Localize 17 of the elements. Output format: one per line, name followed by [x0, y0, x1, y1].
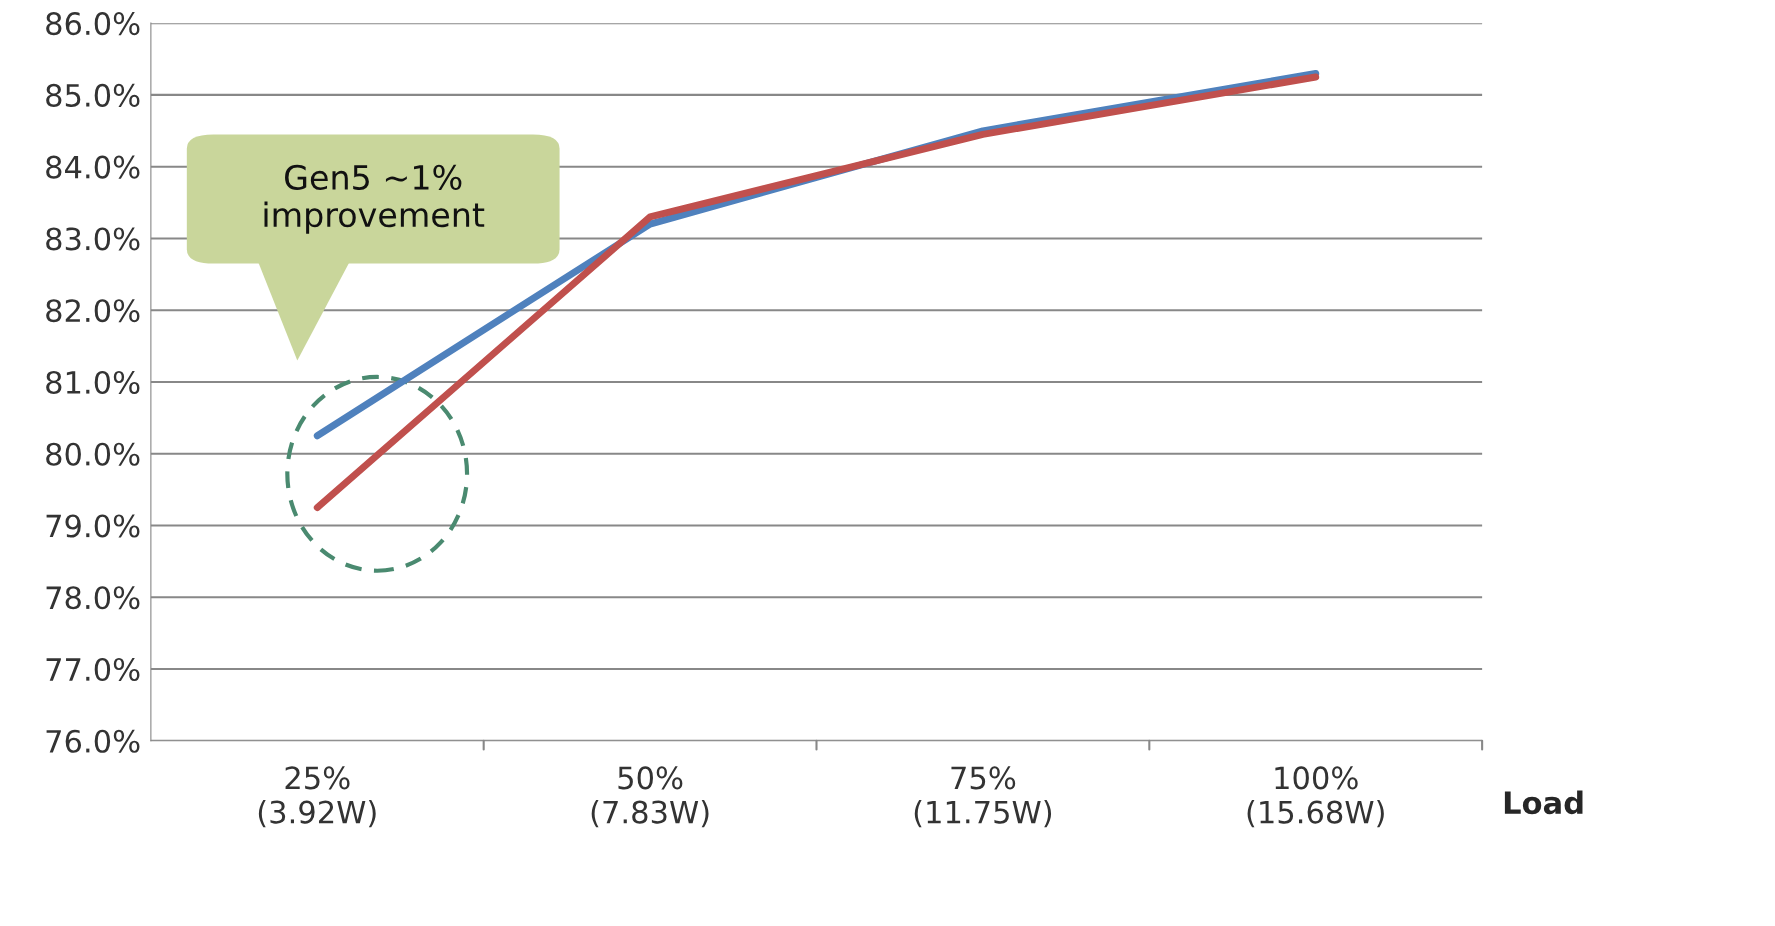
y-tick-label: 79.0%: [46, 514, 140, 538]
y-tick-label: 81.0%: [46, 370, 140, 395]
y-tick-label: 84.0%: [46, 155, 140, 179]
y-tick-label: 82.0%: [46, 299, 140, 323]
y-tick-label: 85.0%: [46, 83, 140, 107]
x-tick-label: 50% (7.83W): [591, 766, 709, 828]
y-tick-label: 76.0%: [46, 729, 140, 753]
x-axis-title: Load: [1504, 790, 1583, 815]
x-tick-label: 75% (11.75W): [914, 766, 1052, 828]
y-tick-label: 80.0%: [46, 442, 140, 466]
y-tick-label: 83.0%: [46, 227, 140, 251]
x-tick-label: 25% (3.92W): [258, 766, 376, 828]
y-tick-label: 78.0%: [46, 586, 140, 610]
y-tick-label: 77.0%: [46, 657, 140, 682]
x-tick-label: 100% (15.68W): [1247, 766, 1384, 828]
y-tick-label: 86.0%: [46, 12, 140, 36]
annotation: Gen5 ~1% improvement: [264, 164, 485, 234]
